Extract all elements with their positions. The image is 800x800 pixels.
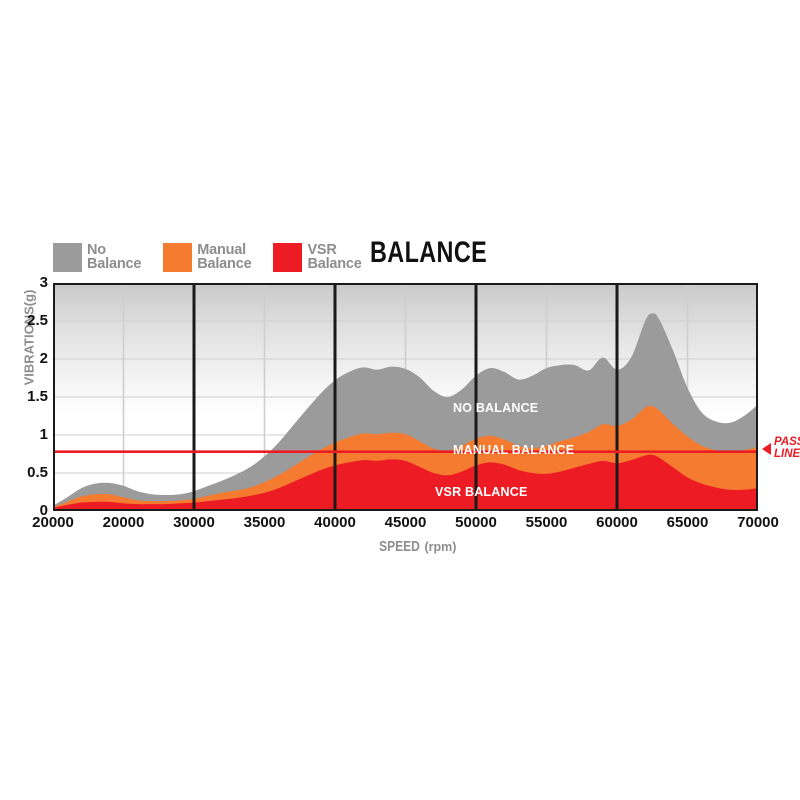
- x-tick-label: 20000: [102, 514, 145, 531]
- y-axis-ticks: 0 0.5 1 1.5 2 2.5 3: [0, 0, 48, 800]
- chart-legend: No Balance Manual Balance VSR Balance: [53, 239, 384, 275]
- x-tick-label: 50000: [455, 514, 497, 531]
- legend-label-line1: VSR: [307, 241, 337, 258]
- chart-title: BALANCE: [370, 236, 488, 269]
- legend-label-line1: Manual: [197, 241, 246, 258]
- legend-swatch-no-balance: [53, 242, 82, 272]
- x-tick-label: 40000: [314, 514, 356, 531]
- legend-label-line2: Balance: [87, 256, 142, 272]
- x-tick-label: 60000: [596, 514, 638, 531]
- plot-svg: [53, 283, 758, 511]
- legend-label-line1: No: [87, 241, 106, 258]
- legend-label-manual-balance: Manual Balance: [197, 241, 252, 272]
- pass-line-label-line2: LINE: [774, 447, 800, 460]
- pass-line-arrow-icon: [762, 442, 771, 455]
- y-tick-label: 2.5: [27, 312, 48, 329]
- y-tick-label: 3: [39, 274, 48, 291]
- x-axis-unit: (rpm): [424, 540, 457, 554]
- pass-line-annotation: PASS LINE: [762, 436, 800, 460]
- x-tick-label: 45000: [384, 514, 427, 531]
- legend-item-no-balance[interactable]: No Balance: [53, 241, 142, 272]
- legend-label-vsr-balance: VSR Balance: [307, 241, 362, 272]
- x-tick-label: 55000: [525, 514, 568, 531]
- legend-swatch-vsr-balance: [273, 242, 303, 272]
- legend-item-manual-balance[interactable]: Manual Balance: [163, 241, 252, 272]
- x-tick-label: 70000: [737, 514, 779, 531]
- y-tick-label: 0.5: [27, 464, 48, 481]
- x-tick-label: 65000: [666, 514, 709, 531]
- legend-label-no-balance: No Balance: [87, 241, 142, 272]
- plot-area: NO BALANCE MANUAL BALANCE VSR BALANCE: [53, 283, 758, 511]
- legend-label-line2: Balance: [307, 256, 362, 272]
- x-axis-label-text: SPEED: [378, 538, 420, 555]
- pass-line-label-line1: PASS: [774, 436, 800, 448]
- area-series-vsr-balance: [53, 454, 758, 511]
- x-axis-label: SPEED (rpm): [330, 538, 500, 555]
- x-tick-label: 20000: [32, 514, 74, 531]
- legend-label-line2: Balance: [197, 256, 252, 272]
- x-tick-label: 35000: [243, 514, 286, 531]
- series-label-no-balance: NO BALANCE: [453, 401, 539, 415]
- y-tick-label: 1: [39, 426, 48, 443]
- pass-line-label: PASS LINE: [774, 436, 800, 460]
- series-label-manual-balance: MANUAL BALANCE: [453, 443, 575, 457]
- legend-item-vsr-balance[interactable]: VSR Balance: [273, 241, 362, 272]
- series-label-vsr-balance: VSR BALANCE: [435, 485, 528, 499]
- legend-swatch-manual-balance: [163, 242, 193, 272]
- y-tick-label: 1.5: [27, 388, 48, 405]
- x-tick-label: 30000: [173, 514, 215, 531]
- y-tick-label: 0: [39, 502, 48, 519]
- y-tick-label: 2: [39, 350, 48, 367]
